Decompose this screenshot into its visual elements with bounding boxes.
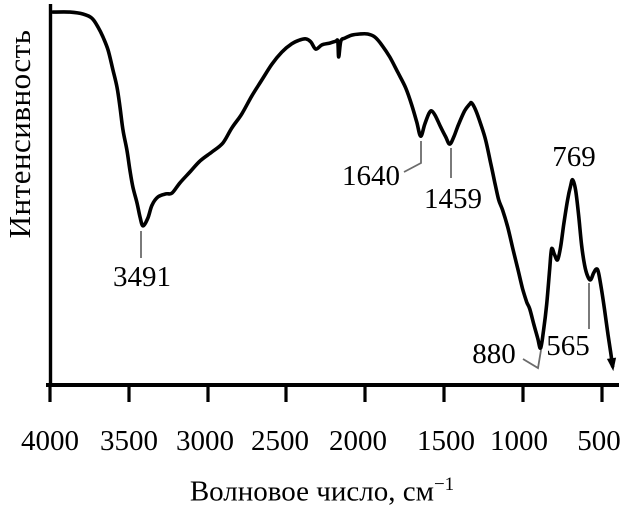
- x-tick-label: 2000: [329, 425, 387, 457]
- x-tick-label: 3000: [176, 425, 234, 457]
- x-tick-label: 1000: [490, 425, 548, 457]
- peak-leader-line: [522, 349, 542, 370]
- peak-label: 769: [552, 141, 596, 173]
- x-axis-title: Волновое число, см−1: [189, 473, 455, 509]
- x-tick-label: 2500: [251, 425, 309, 457]
- y-axis-title: Интенсивность: [2, 29, 37, 239]
- x-tick-label: 500: [577, 425, 621, 457]
- x-tick-label: 4000: [21, 425, 79, 457]
- x-axis-title-text: Волновое число, см: [189, 475, 434, 508]
- x-axis-title-superscript: −1: [433, 473, 455, 495]
- peak-label: 565: [546, 330, 590, 362]
- peak-label: 1459: [424, 183, 482, 215]
- x-tick-label: 1500: [417, 425, 475, 457]
- spectrum-end-arrow: [606, 357, 617, 372]
- spectrum-curve: [51, 10, 615, 368]
- peak-label: 880: [472, 338, 516, 370]
- peak-leader-line: [403, 141, 422, 173]
- x-tick-label: 3500: [100, 425, 158, 457]
- peak-label: 3491: [113, 261, 171, 293]
- peak-label: 1640: [342, 160, 400, 192]
